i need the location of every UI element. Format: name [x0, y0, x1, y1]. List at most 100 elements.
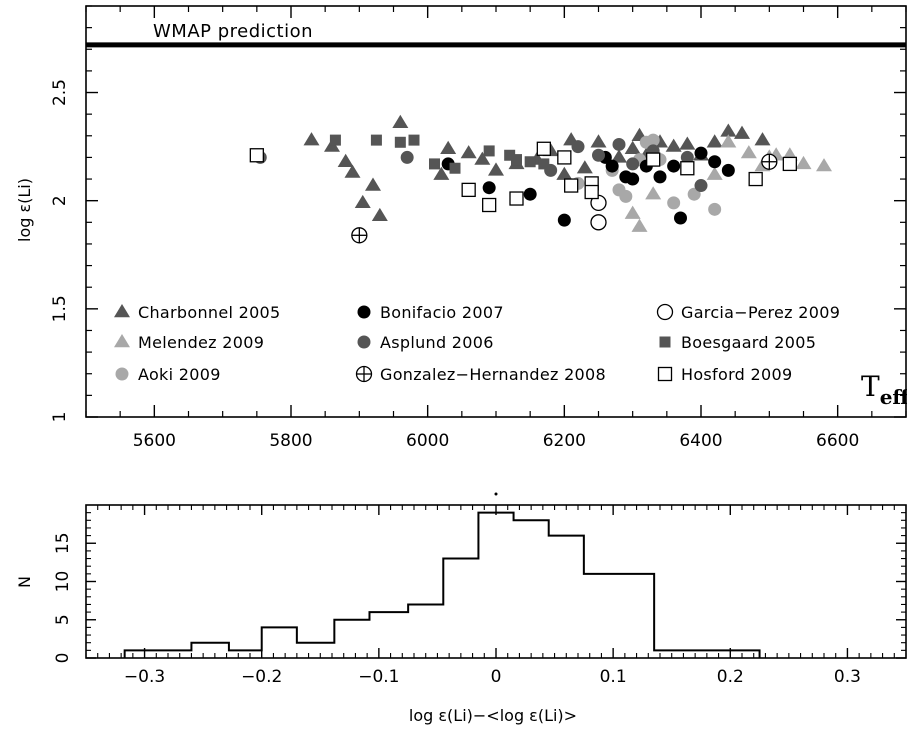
- x-tick-label-6600: 6600: [816, 431, 859, 451]
- point-boesgaard-2005: [394, 136, 406, 148]
- point-aoki-2009: [619, 189, 633, 203]
- point-aoki-2009-shape: [708, 202, 722, 216]
- point-melendez-2009: [720, 134, 737, 148]
- y-tick-label-1: 1: [50, 412, 70, 423]
- point-charbonnel-2005: [440, 140, 457, 154]
- point-charbonnel-2005-shape: [611, 149, 627, 163]
- point-charbonnel-2005: [754, 132, 771, 146]
- point-charbonnel-2005-shape: [344, 164, 361, 178]
- legend-label-bonifacio-2007: Bonifacio 2007: [380, 303, 504, 322]
- legend-marker-gonzalez-hernandez-2008: [355, 365, 373, 383]
- point-charbonnel-2005: [344, 164, 361, 178]
- point-melendez-2009-shape: [645, 186, 662, 200]
- point-asplund-2006-shape: [400, 150, 414, 164]
- point-hosford-2009-shape: [461, 182, 476, 198]
- point-aoki-2009-shape: [619, 189, 633, 203]
- point-charbonnel-2005-shape: [433, 166, 450, 180]
- point-charbonnel-2005: [392, 114, 409, 129]
- point-charbonnel-2005-shape: [679, 136, 696, 150]
- point-boesgaard-2005: [329, 134, 341, 146]
- legend-item-garcia-perez-2009: Garcia−Perez 2009: [656, 303, 840, 322]
- point-boesgaard-2005: [370, 134, 382, 146]
- legend-marker-garcia-perez-2009-shape: [656, 303, 674, 321]
- point-boesgaard-2005-shape: [408, 134, 420, 146]
- point-charbonnel-2005: [679, 136, 696, 150]
- point-aoki-2009: [667, 196, 681, 210]
- point-hosford-2009-shape: [748, 171, 763, 187]
- point-hosford-2009: [646, 152, 661, 167]
- point-charbonnel-2005: [576, 160, 593, 174]
- point-charbonnel-2005-shape: [665, 138, 682, 152]
- point-melendez-2009: [624, 205, 641, 219]
- point-charbonnel-2005-shape: [392, 114, 409, 129]
- x-tick-label-6400: 6400: [679, 431, 722, 451]
- legend-marker-asplund-2006-shape: [357, 335, 371, 349]
- legend-item-bonifacio-2007: Bonifacio 2007: [357, 303, 504, 322]
- point-charbonnel-2005: [734, 125, 750, 139]
- point-boesgaard-2005-shape: [504, 149, 516, 161]
- point-bonifacio-2007: [667, 159, 681, 173]
- teff-subscript: eff: [880, 385, 907, 409]
- legend-label-garcia-perez-2009: Garcia−Perez 2009: [681, 303, 840, 322]
- point-bonifacio-2007-shape: [708, 155, 722, 169]
- legend-item-gonzalez-hernandez-2008: Gonzalez−Hernandez 2008: [355, 365, 606, 384]
- point-melendez-2009: [706, 166, 723, 180]
- x-tick-label-bottom-0-3: 0.3: [834, 667, 861, 687]
- point-boesgaard-2005-shape: [483, 145, 495, 157]
- point-asplund-2006-shape: [694, 179, 708, 193]
- point-asplund-2006: [680, 150, 694, 164]
- point-charbonnel-2005: [624, 140, 641, 154]
- point-melendez-2009: [816, 158, 832, 172]
- point-boesgaard-2005-shape: [429, 158, 440, 170]
- point-charbonnel-2005: [488, 162, 504, 176]
- point-charbonnel-2005: [354, 194, 371, 209]
- point-bonifacio-2007: [721, 163, 735, 177]
- point-gonzalez-hernandez-2008: [761, 153, 778, 170]
- point-boesgaard-2005: [524, 156, 536, 168]
- point-bonifacio-2007: [674, 211, 687, 225]
- y-tick-label-2: 2: [50, 195, 70, 206]
- point-boesgaard-2005: [449, 162, 461, 174]
- legend-label-aoki-2009: Aoki 2009: [138, 365, 221, 384]
- point-charbonnel-2005: [371, 207, 388, 222]
- y-tick-label-bottom-5: 5: [53, 614, 73, 625]
- point-asplund-2006-shape: [571, 140, 585, 154]
- point-hosford-2009-shape: [482, 197, 497, 213]
- point-charbonnel-2005: [720, 123, 737, 137]
- point-hosford-2009-shape: [557, 150, 572, 165]
- point-melendez-2009-shape: [624, 205, 641, 219]
- point-bonifacio-2007: [694, 146, 708, 160]
- point-aoki-2009-shape: [646, 133, 660, 147]
- point-charbonnel-2005: [706, 134, 723, 148]
- point-hosford-2009-shape: [509, 191, 524, 206]
- x-tick-label-bottom-0-3: −0.3: [124, 667, 165, 687]
- legend-marker-charbonnel-2005-shape: [114, 304, 130, 318]
- top-tick-labels: 5600 5800 6000 6200 6400 6600 1 1.5 2 2.5: [50, 79, 859, 451]
- legend-label-hosford-2009: Hosford 2009: [681, 365, 792, 384]
- point-boesgaard-2005-shape: [370, 134, 382, 146]
- point-boesgaard-2005-shape: [511, 154, 522, 166]
- point-bonifacio-2007: [482, 181, 496, 195]
- legend-item-hosford-2009: Hosford 2009: [657, 365, 792, 384]
- x-tick-label-bottom-0: 0: [491, 667, 502, 687]
- legend-marker-garcia-perez-2009: [656, 303, 674, 321]
- point-hosford-2009: [557, 150, 572, 165]
- point-asplund-2006: [694, 179, 708, 193]
- y-tick-label-2-5: 2.5: [50, 79, 70, 106]
- point-asplund-2006-shape: [612, 137, 626, 151]
- point-charbonnel-2005-shape: [354, 194, 371, 209]
- point-boesgaard-2005-shape: [538, 158, 550, 170]
- point-hosford-2009: [509, 191, 524, 206]
- y-axis-label-bottom: N: [15, 576, 34, 588]
- point-melendez-2009: [645, 186, 662, 200]
- point-charbonnel-2005-shape: [303, 132, 320, 146]
- legend-marker-asplund-2006: [357, 335, 371, 349]
- point-boesgaard-2005-shape: [449, 162, 461, 174]
- point-bonifacio-2007: [605, 159, 619, 173]
- point-bonifacio-2007: [626, 172, 640, 186]
- legend: Charbonnel 2005 Melendez 2009 Aoki 2009 Bon…: [114, 303, 840, 384]
- point-hosford-2009-shape: [249, 148, 264, 163]
- x-tick-label-bottom-0-2: 0.2: [717, 667, 744, 687]
- point-hosford-2009-shape: [680, 161, 695, 176]
